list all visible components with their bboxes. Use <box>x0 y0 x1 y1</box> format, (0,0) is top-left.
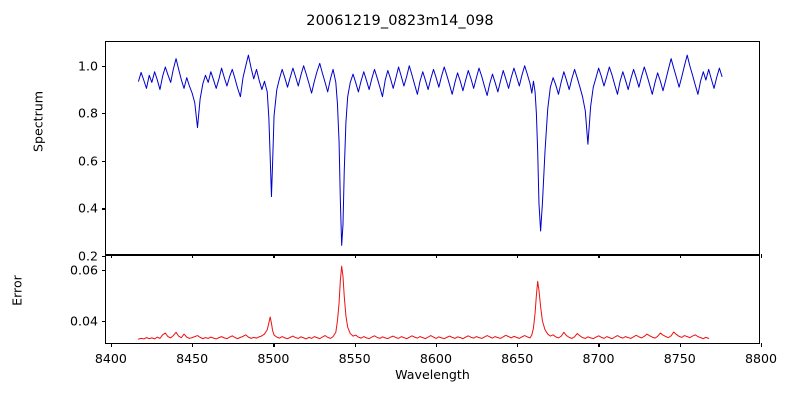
spectrum-line-plot <box>138 54 723 246</box>
error-y-tick-label: 0.06 <box>69 262 98 278</box>
error-x-tick-mark <box>517 343 519 347</box>
error-x-tick-label: 8700 <box>582 351 615 366</box>
spectrum-x-tick-mark <box>192 254 194 258</box>
error-x-tick-mark <box>273 343 275 347</box>
spectrum-x-tick-mark <box>110 254 112 258</box>
spectrum-y-tick-label: 0.4 <box>77 200 98 216</box>
error-x-tick-mark <box>679 343 681 347</box>
error-x-tick-mark <box>192 343 194 347</box>
spectrum-y-axis-label: Spectrum <box>30 90 46 153</box>
spectrum-x-tick-mark <box>273 254 275 258</box>
spectrum-axes: 0.2 0.4 0.6 0.8 1.0 <box>78 41 763 264</box>
spectrum-y-tick-mark <box>102 256 106 258</box>
spectrum-x-tick-mark <box>598 254 600 258</box>
error-x-tick-label: 8500 <box>257 351 290 366</box>
page-title: 20061219_0823m14_098 <box>306 13 494 29</box>
error-x-tick-label: 8400 <box>94 351 127 366</box>
error-x-tick-label: 8550 <box>338 351 371 366</box>
spectrum-x-tick-mark <box>761 254 763 258</box>
error-x-tick-mark <box>435 343 438 347</box>
error-y-axis-label: Error <box>9 275 25 306</box>
error-x-tick-mark <box>761 343 763 347</box>
spectrum-x-tick-mark <box>517 254 519 258</box>
spectrum-x-tick-mark <box>435 254 438 258</box>
error-x-tick-mark <box>598 343 600 347</box>
error-axes: 0.04 0.06 8400 8450 8500 8550 8600 8650 8700 875… <box>70 255 777 366</box>
spectrum-y-tick-mark <box>102 208 106 210</box>
spectrum-x-tick-mark <box>354 254 356 258</box>
spectrum-y-tick-label: 0.2 <box>77 248 98 264</box>
error-x-tick-mark <box>354 343 356 347</box>
error-y-tick-label: 0.04 <box>69 313 98 329</box>
x-axis-label: Wavelength <box>395 367 470 382</box>
error-x-tick-label: 8600 <box>419 351 452 366</box>
spectrum-x-tick-mark <box>679 254 681 258</box>
error-y-tick-mark <box>102 269 106 272</box>
error-x-tick-label: 8800 <box>744 351 778 366</box>
spectrum-y-tick-label: 0.8 <box>77 105 98 121</box>
error-x-tick-label: 8650 <box>501 351 534 366</box>
spectrum-y-tick-mark <box>102 113 106 115</box>
error-y-tick-mark <box>102 320 106 322</box>
error-line-plot <box>138 265 710 340</box>
error-x-tick-label: 8450 <box>176 351 209 366</box>
error-x-tick-label: 8750 <box>663 351 696 366</box>
error-series <box>138 265 710 340</box>
spectrum-y-tick-label: 0.6 <box>77 153 98 169</box>
spectrum-y-tick-mark <box>102 65 106 67</box>
spectrum-y-tick-mark <box>102 160 106 162</box>
error-x-tick-mark <box>110 343 112 347</box>
spectrum-series <box>138 54 723 246</box>
spectrum-y-tick-label: 1.0 <box>77 58 98 74</box>
